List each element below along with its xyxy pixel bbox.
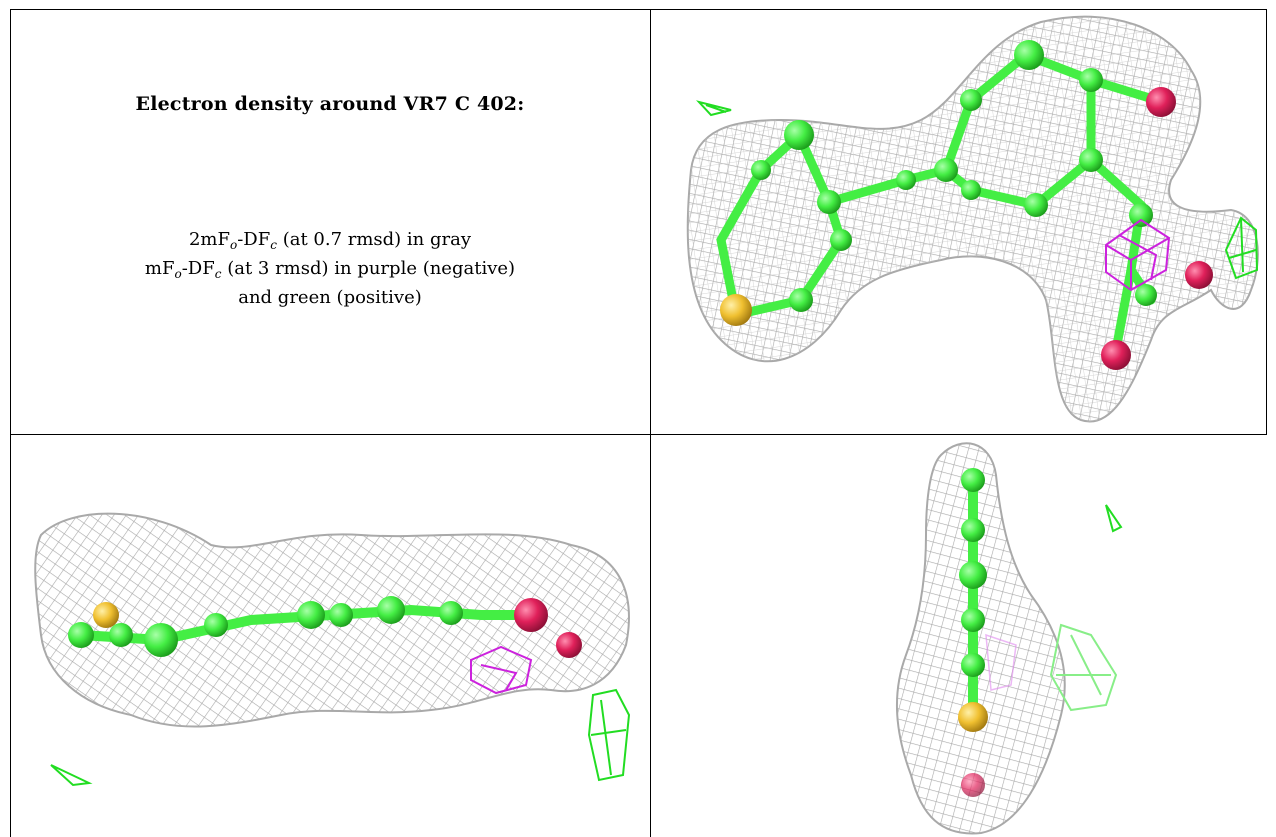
positive-density-green [50, 688, 631, 787]
density-view-top-right [651, 10, 1266, 434]
negative-density-purple [985, 633, 1017, 691]
table-right-border [1266, 9, 1267, 434]
table-middle-rule-right [632, 434, 1267, 435]
figure-title: Electron density around VR7 C 402: [135, 93, 525, 115]
ligand-atoms [720, 40, 1213, 370]
density-view-bottom-left [11, 435, 650, 837]
table-center-divider [650, 9, 651, 837]
legend-subscript: c [214, 267, 222, 281]
legend-text-part: (at 3 rmsd) in purple (negative) [221, 258, 516, 279]
legend-text-part: 2mF [188, 229, 230, 250]
negative-density-purple [470, 645, 533, 695]
legend-text-part: (at 0.7 rmsd) in gray [276, 229, 472, 250]
legend-line-2fofc: 2mFo-DFc (at 0.7 rmsd) in gray [10, 225, 650, 254]
mesh-2fofc-gray [686, 15, 1259, 423]
mesh-2fofc-gray [895, 442, 1066, 835]
legend-text-part: mF [144, 258, 175, 279]
negative-density-purple [1105, 218, 1171, 292]
legend-text-part: -DF [181, 258, 215, 279]
density-view-bottom-right [651, 435, 1266, 837]
ligand-atoms [68, 596, 582, 658]
ligand-atoms [958, 468, 988, 797]
positive-density-green [1049, 623, 1118, 712]
legend-line-fofc: mFo-DFc (at 3 rmsd) in purple (negative) [10, 254, 650, 283]
table-left-border [10, 9, 11, 837]
caption-cell: Electron density around VR7 C 402: 2mFo-… [10, 9, 650, 434]
table-top-border [10, 9, 1267, 10]
legend-text-part: -DF [237, 229, 271, 250]
positive-density-green [695, 100, 1259, 280]
legend-text: 2mFo-DFc (at 0.7 rmsd) in gray mFo-DFc (… [10, 225, 650, 312]
legend-subscript: o [229, 238, 238, 252]
legend-subscript: c [270, 238, 277, 252]
figure-table: Electron density around VR7 C 402: 2mFo-… [10, 9, 1267, 837]
legend-subscript: o [174, 267, 182, 281]
table-middle-rule-left [10, 434, 660, 435]
legend-line-positive: and green (positive) [238, 287, 422, 308]
positive-density-green-fragment [1105, 504, 1123, 533]
